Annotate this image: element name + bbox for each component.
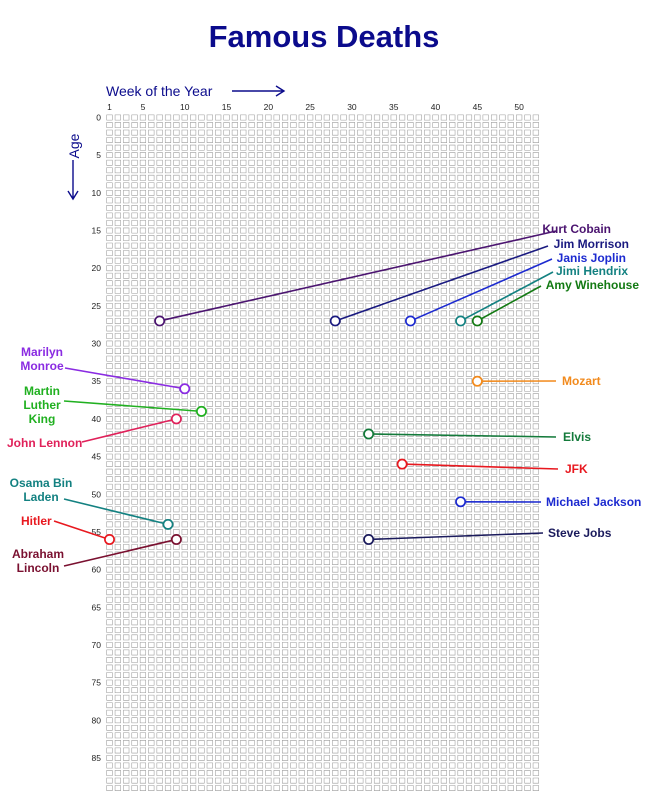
mozart-label: Mozart <box>562 374 601 388</box>
amy-winehouse-leader-line <box>476 285 542 322</box>
y-tick-label: 15 <box>92 226 102 236</box>
x-tick-label: 5 <box>141 102 146 112</box>
john-lennon-leader-line <box>81 418 177 443</box>
x-tick-label: 15 <box>222 102 232 112</box>
jim-morrison-marker <box>329 315 341 327</box>
x-tick-label: 25 <box>305 102 315 112</box>
janis-joplin-marker <box>405 315 416 327</box>
y-tick-label: 60 <box>92 565 102 575</box>
x-axis-label: Week of the Year <box>106 83 213 99</box>
john-lennon-marker <box>170 413 182 425</box>
chart-title: Famous Deaths <box>209 19 440 54</box>
grid-cells <box>106 114 539 791</box>
jimi-hendrix-label: Jimi Hendrix <box>556 264 628 278</box>
y-tick-label: 20 <box>92 263 102 273</box>
y-tick-label: 45 <box>92 452 102 462</box>
y-tick-label: 80 <box>92 715 102 725</box>
y-tick-label: 65 <box>92 602 102 612</box>
death-markers <box>104 315 483 545</box>
martin-luther-king-leader-line <box>63 400 202 413</box>
x-tick-label: 40 <box>431 102 441 112</box>
jfk-leader-line <box>402 463 559 470</box>
y-tick-label: 5 <box>96 150 101 160</box>
week-age-grid <box>106 114 539 791</box>
hitler-label: Hitler <box>21 514 52 528</box>
leader-lines <box>53 230 559 567</box>
y-tick-label: 40 <box>92 414 102 424</box>
marilyn-monroe-label: Marilyn Monroe <box>20 345 64 373</box>
michael-jackson-marker <box>455 496 467 508</box>
jfk-label: JFK <box>565 462 588 476</box>
steve-jobs-label: Steve Jobs <box>548 526 612 540</box>
jim-morrison-leader-line <box>334 245 549 322</box>
amy-winehouse-marker <box>471 315 483 327</box>
hitler-leader-line <box>53 520 110 541</box>
y-axis-label: Age <box>66 133 82 158</box>
elvis-label: Elvis <box>563 430 591 444</box>
x-tick-labels: 1 5 10 15 20 25 30 35 40 45 50 <box>107 102 524 112</box>
x-tick-label: 1 <box>107 102 112 112</box>
y-tick-label: 70 <box>92 640 102 650</box>
kurt-cobain-marker <box>154 315 166 327</box>
martin-luther-king-marker <box>196 405 207 417</box>
steve-jobs-leader-line <box>368 532 544 541</box>
martin-luther-king-label: Martin Luther King <box>23 384 61 426</box>
jim-morrison-label: Jim Morrison <box>554 237 629 251</box>
kurt-cobain-leader-line <box>159 230 557 322</box>
y-tick-label: 35 <box>92 376 102 386</box>
x-tick-label: 35 <box>389 102 399 112</box>
osama-bin-laden-marker <box>162 518 174 530</box>
abraham-lincoln-leader-line <box>63 538 177 567</box>
x-tick-label: 45 <box>473 102 483 112</box>
x-tick-label: 20 <box>264 102 274 112</box>
kurt-cobain-label: Kurt Cobain <box>542 222 611 236</box>
hitler-marker <box>104 534 115 545</box>
michael-jackson-label: Michael Jackson <box>546 495 641 509</box>
y-axis-arrow <box>67 160 79 201</box>
elvis-marker <box>363 428 375 440</box>
y-tick-label: 75 <box>92 678 102 688</box>
y-tick-label: 30 <box>92 339 102 349</box>
y-tick-label: 55 <box>92 527 102 537</box>
marilyn-monroe-marker <box>179 383 191 395</box>
y-tick-label: 10 <box>92 188 102 198</box>
jimi-hendrix-marker <box>455 315 467 327</box>
y-tick-label: 0 <box>96 113 101 123</box>
osama-bin-laden-label: Osama Bin Laden <box>10 476 73 504</box>
x-tick-label: 10 <box>180 102 190 112</box>
john-lennon-label: John Lennon <box>7 436 82 450</box>
y-tick-labels: 0 5 10 15 20 25 30 35 40 45 50 55 60 65 70 75 80 85 <box>92 113 102 763</box>
abraham-lincoln-label: Abraham Lincoln <box>12 547 64 575</box>
janis-joplin-leader-line <box>410 258 553 322</box>
elvis-leader-line <box>368 433 557 438</box>
amy-winehouse-label: Amy Winehouse <box>546 278 640 292</box>
janis-joplin-label: Janis Joplin <box>557 251 626 265</box>
osama-bin-laden-leader-line <box>63 498 169 526</box>
jfk-marker <box>396 458 408 470</box>
x-tick-label: 30 <box>347 102 357 112</box>
x-tick-label: 50 <box>514 102 524 112</box>
y-tick-label: 50 <box>92 489 102 499</box>
marilyn-monroe-leader-line <box>64 367 185 390</box>
y-tick-label: 85 <box>92 753 102 763</box>
y-tick-label: 25 <box>92 301 102 311</box>
jimi-hendrix-leader-line <box>460 271 554 322</box>
steve-jobs-marker <box>363 534 375 545</box>
mozart-marker <box>471 375 483 387</box>
abraham-lincoln-marker <box>170 534 182 545</box>
x-axis-arrow <box>232 85 286 97</box>
